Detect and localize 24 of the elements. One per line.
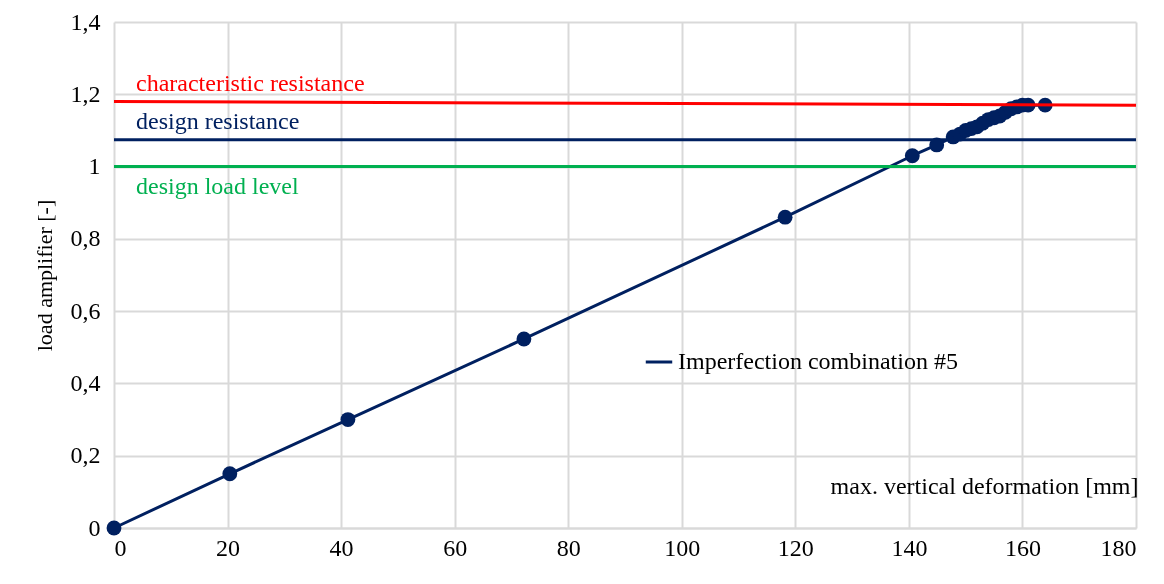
x-tick-label: 40 [329,534,354,561]
series-label: characteristic resistance [136,69,365,96]
legend-label: Imperfection combination #5 [678,348,958,374]
x-tick-label: 80 [556,534,581,561]
y-tick-label: 0 [88,514,101,541]
y-tick-label: 1,2 [70,80,101,107]
x-tick-label: 160 [1004,534,1041,561]
y-tick-label: 0,8 [70,225,101,252]
y-tick-label: 1,4 [70,8,101,35]
y-tick-label: 0,6 [70,297,101,324]
series-label: design resistance [136,107,300,134]
x-tick-label: 60 [443,534,468,561]
y-axis-title: load amplifier [-] [31,199,57,352]
y-tick-label: 0,4 [70,369,101,396]
x-tick-label: 20 [216,534,241,561]
x-tick-label: 120 [777,534,814,561]
x-tick-label: 100 [664,534,701,561]
x-tick-label: 140 [891,534,928,561]
x-tick-label: 0 [114,534,127,561]
y-tick-label: 1 [88,153,101,180]
y-tick-label: 0,2 [70,442,101,469]
x-axis-title: max. vertical deformation [mm] [830,472,1139,499]
x-tick-label: 180 [1100,534,1137,561]
series-label: design load level [136,172,299,199]
